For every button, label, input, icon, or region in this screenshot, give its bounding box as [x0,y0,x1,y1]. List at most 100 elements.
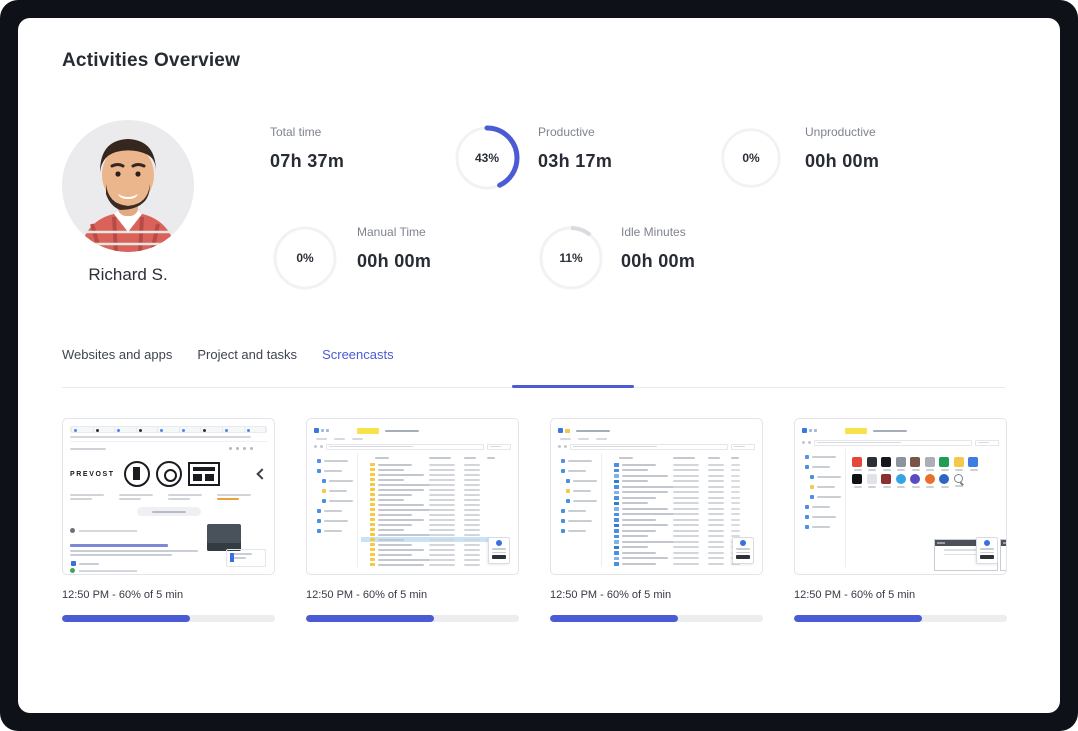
file-icon [614,534,619,538]
manual-time-percent: 0% [296,251,314,265]
app-icon [924,474,935,484]
stat-value: 00h 00m [805,151,880,171]
file-row [361,507,508,512]
folder-icon [370,532,375,537]
file-row [361,472,508,477]
active-tab-indicator [512,385,634,388]
file-row [605,506,752,512]
file-icon [614,562,619,566]
explorer-address-bar [314,442,511,451]
column-headers [605,454,752,462]
toolbar-icons [229,447,253,450]
activity-progress-fill [550,615,678,622]
progress-ring-chart [721,128,781,188]
sidebar-icon [566,479,570,483]
popup-title-bar [1001,540,1006,546]
stat-label: Idle Minutes [621,225,686,239]
file-row [361,527,508,532]
screencast-thumbnail-browser[interactable]: PREVOST [62,418,275,575]
image-search-results: PREVOST [70,455,268,493]
file-row [605,517,752,523]
file-icon [614,496,619,500]
folder-icon [370,482,375,487]
sidebar-icon [322,489,326,493]
tab-project-and-tasks[interactable]: Project and tasks [197,347,298,362]
notification-popup [732,537,754,564]
folder-icon [565,428,570,433]
folder-icon [370,492,375,497]
file-row [361,462,508,467]
column-headers [361,454,508,462]
sidebar-icon [810,495,814,499]
sidebar-icon [566,499,570,503]
file-icon [614,490,619,494]
file-row [361,552,508,557]
file-row [605,523,752,529]
tab-screencasts[interactable]: Screencasts [322,347,394,362]
page-title: Activities Overview [62,50,241,71]
explorer-ribbon [314,435,511,442]
file-row [361,542,508,547]
file-icon [614,501,619,505]
screencast-thumbnail-file-explorer-icons[interactable] [794,418,1007,575]
activity-progress-fill [306,615,434,622]
search-icon [953,474,963,483]
screencast-caption: 12:50 PM - 60% of 5 min [62,589,184,601]
file-icon [614,540,619,544]
file-row [361,467,508,472]
file-icon [614,518,619,522]
explorer-title-bar [802,426,999,435]
file-row [605,468,752,474]
folder-icon [370,497,375,502]
file-row [361,482,508,487]
file-row [361,497,508,502]
explorer-file-list [358,453,511,567]
idle-minutes-ring: 11% [537,224,605,292]
activity-progress-track [550,615,763,622]
folder-icon [370,487,375,492]
file-icon [614,551,619,555]
sidebar-icon [317,519,321,523]
file-row [361,512,508,517]
file-icon [614,463,619,467]
folder-icon [370,472,375,477]
folder-icon [370,542,375,547]
bus-grille-logo-icon [188,462,220,486]
avatar [62,120,194,252]
file-icon [614,468,619,472]
stat-total-time: Total time 07h 37m [270,125,344,172]
favicon [70,528,75,534]
stat-value: 03h 17m [538,151,613,171]
app-icon [895,474,906,484]
sidebar-icon [317,529,321,533]
file-icon [614,556,619,560]
file-row [605,528,752,534]
image-result-captions [70,494,267,502]
file-explorer-sketch [802,426,1006,571]
app-icon [939,457,949,467]
progress-ring-chart [273,226,337,290]
activity-progress-track [794,615,1007,622]
file-explorer-sketch [558,426,755,567]
folder-icon [370,502,375,507]
tab-bar: Websites and apps Project and tasks Scre… [62,347,394,362]
activities-overview-panel: Activities Overview [18,18,1060,713]
stat-productive: Productive 03h 17m [538,125,612,172]
browser-toolbar [70,442,267,455]
file-row [605,479,752,485]
screencast-thumbnail-file-explorer[interactable] [306,418,519,575]
folder-icon [370,562,375,567]
manage-ribbon-highlight [357,427,379,434]
productive-percent: 43% [474,151,500,165]
screencast-thumbnail-file-explorer[interactable] [550,418,763,575]
stat-label: Unproductive [805,125,876,139]
sidebar-icon [810,475,814,479]
sidebar-icon [322,499,326,503]
screencast-caption: 12:50 PM - 60% of 5 min [306,589,428,601]
stat-value: 00h 00m [621,251,696,271]
sidebar-icon [317,509,321,513]
progress-ring-chart [539,226,603,290]
tab-websites-and-apps[interactable]: Websites and apps [62,347,173,362]
carousel-chevron-icon [256,468,268,480]
file-icon [614,545,619,549]
